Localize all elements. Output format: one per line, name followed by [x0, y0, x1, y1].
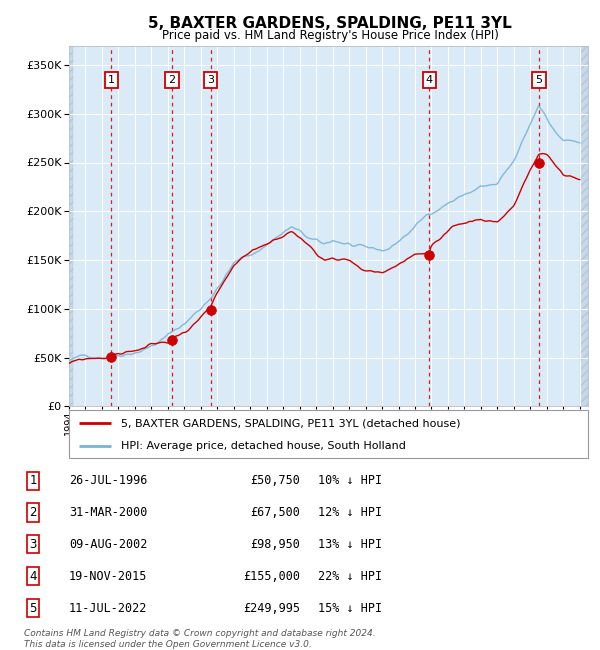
Text: 15% ↓ HPI: 15% ↓ HPI	[318, 602, 382, 615]
Text: 13% ↓ HPI: 13% ↓ HPI	[318, 538, 382, 551]
Text: 1: 1	[108, 75, 115, 84]
Text: £155,000: £155,000	[243, 569, 300, 583]
Text: 5, BAXTER GARDENS, SPALDING, PE11 3YL (detached house): 5, BAXTER GARDENS, SPALDING, PE11 3YL (d…	[121, 418, 460, 428]
Text: HPI: Average price, detached house, South Holland: HPI: Average price, detached house, Sout…	[121, 441, 406, 450]
Text: 11-JUL-2022: 11-JUL-2022	[69, 602, 148, 615]
Text: 5, BAXTER GARDENS, SPALDING, PE11 3YL: 5, BAXTER GARDENS, SPALDING, PE11 3YL	[148, 16, 512, 31]
Text: Price paid vs. HM Land Registry's House Price Index (HPI): Price paid vs. HM Land Registry's House …	[161, 29, 499, 42]
Text: 12% ↓ HPI: 12% ↓ HPI	[318, 506, 382, 519]
Text: This data is licensed under the Open Government Licence v3.0.: This data is licensed under the Open Gov…	[24, 640, 312, 649]
Bar	[580, 46, 588, 406]
Text: 26-JUL-1996: 26-JUL-1996	[69, 474, 148, 488]
Text: 2: 2	[29, 506, 37, 519]
Bar	[69, 46, 73, 406]
Text: £67,500: £67,500	[250, 506, 300, 519]
Text: Contains HM Land Registry data © Crown copyright and database right 2024.: Contains HM Land Registry data © Crown c…	[24, 629, 376, 638]
Text: £98,950: £98,950	[250, 538, 300, 551]
Text: 4: 4	[426, 75, 433, 84]
Text: 5: 5	[29, 602, 37, 615]
Text: 31-MAR-2000: 31-MAR-2000	[69, 506, 148, 519]
Text: £249,995: £249,995	[243, 602, 300, 615]
Text: 22% ↓ HPI: 22% ↓ HPI	[318, 569, 382, 583]
Text: 3: 3	[208, 75, 214, 84]
Text: 09-AUG-2002: 09-AUG-2002	[69, 538, 148, 551]
Text: 1: 1	[29, 474, 37, 488]
Text: 10% ↓ HPI: 10% ↓ HPI	[318, 474, 382, 488]
Text: 3: 3	[29, 538, 37, 551]
Text: £50,750: £50,750	[250, 474, 300, 488]
Text: 4: 4	[29, 569, 37, 583]
Text: 5: 5	[536, 75, 542, 84]
Text: 19-NOV-2015: 19-NOV-2015	[69, 569, 148, 583]
Text: 2: 2	[169, 75, 176, 84]
